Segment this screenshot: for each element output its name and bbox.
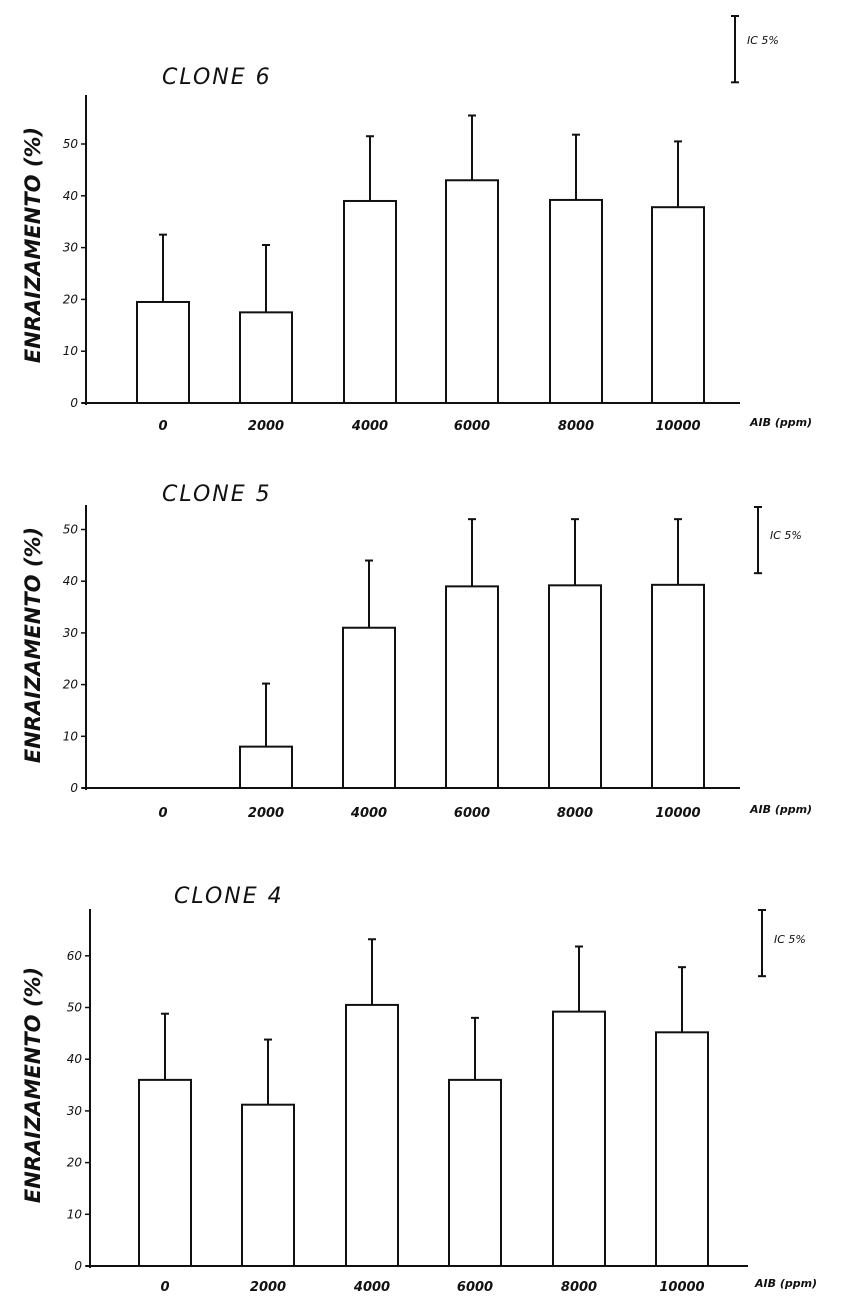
x-tick-label: 4000 (353, 1280, 390, 1295)
x-tick-label: 0 (158, 419, 167, 434)
x-axis-label: AIB (ppm) (754, 1277, 817, 1290)
bar (651, 583, 705, 789)
bar (138, 1078, 192, 1267)
bar (239, 311, 293, 405)
y-axis-label: ENRAIZAMENTO (%) (21, 967, 45, 1203)
bar (655, 1031, 709, 1268)
x-tick-label: 8000 (561, 1280, 597, 1295)
y-tick-label: 20 (67, 1156, 83, 1170)
x-tick-label: 2000 (248, 419, 284, 434)
y-tick-label: 0 (70, 781, 78, 795)
y-tick-label: 40 (63, 574, 79, 588)
bar (342, 626, 396, 789)
ci-label: IC 5% (770, 529, 802, 542)
bar (552, 1010, 606, 1267)
x-tick-label: 2000 (250, 1280, 286, 1295)
x-tick-label: 6000 (457, 1280, 493, 1295)
y-axis-label: ENRAIZAMENTO (%) (21, 527, 45, 763)
x-tick-label: 0 (160, 1280, 169, 1295)
y-tick-label: 30 (67, 1104, 83, 1118)
y-tick-label: 40 (63, 189, 79, 203)
bar (239, 745, 293, 790)
x-axis-label: AIB (ppm) (749, 803, 812, 816)
bar (549, 198, 603, 404)
x-tick-label: 4000 (351, 419, 388, 434)
bar (448, 1078, 502, 1267)
bar (343, 199, 397, 404)
ci-label: IC 5% (774, 933, 806, 946)
bar (445, 585, 499, 789)
bar (136, 300, 190, 404)
y-tick-label: 10 (63, 729, 79, 743)
x-tick-label: 10000 (655, 806, 700, 821)
x-tick-label: 8000 (558, 419, 594, 434)
y-tick-label: 0 (70, 396, 78, 410)
y-tick-label: 40 (67, 1052, 83, 1066)
chart-title: CLONE 6 (162, 65, 272, 90)
y-tick-label: 10 (67, 1207, 83, 1221)
y-tick-label: 20 (63, 678, 79, 692)
x-tick-label: 8000 (557, 806, 593, 821)
y-tick-label: 10 (63, 344, 79, 358)
x-tick-label: 10000 (659, 1280, 704, 1295)
bar (548, 584, 602, 789)
bar (241, 1103, 295, 1268)
ci-label: IC 5% (747, 34, 779, 47)
y-axis-label: ENRAIZAMENTO (%) (21, 127, 45, 363)
x-axis-label: AIB (ppm) (749, 416, 812, 429)
bar (445, 179, 499, 404)
x-tick-label: 2000 (248, 806, 284, 821)
y-tick-label: 0 (74, 1259, 82, 1273)
chart-title: CLONE 5 (162, 482, 272, 507)
y-tick-label: 20 (63, 292, 79, 306)
y-tick-label: 30 (63, 626, 79, 640)
x-tick-label: 4000 (350, 806, 387, 821)
x-tick-label: 10000 (655, 419, 700, 434)
y-tick-label: 60 (67, 949, 83, 963)
bar (345, 1003, 399, 1267)
x-tick-label: 0 (158, 806, 167, 821)
y-tick-label: 50 (63, 137, 79, 151)
chart-title: CLONE 4 (174, 884, 284, 909)
bar (651, 206, 705, 404)
x-tick-label: 6000 (454, 419, 490, 434)
y-tick-label: 30 (63, 241, 79, 255)
x-tick-label: 6000 (454, 806, 490, 821)
y-tick-label: 50 (67, 1001, 83, 1015)
y-tick-label: 50 (63, 523, 79, 537)
